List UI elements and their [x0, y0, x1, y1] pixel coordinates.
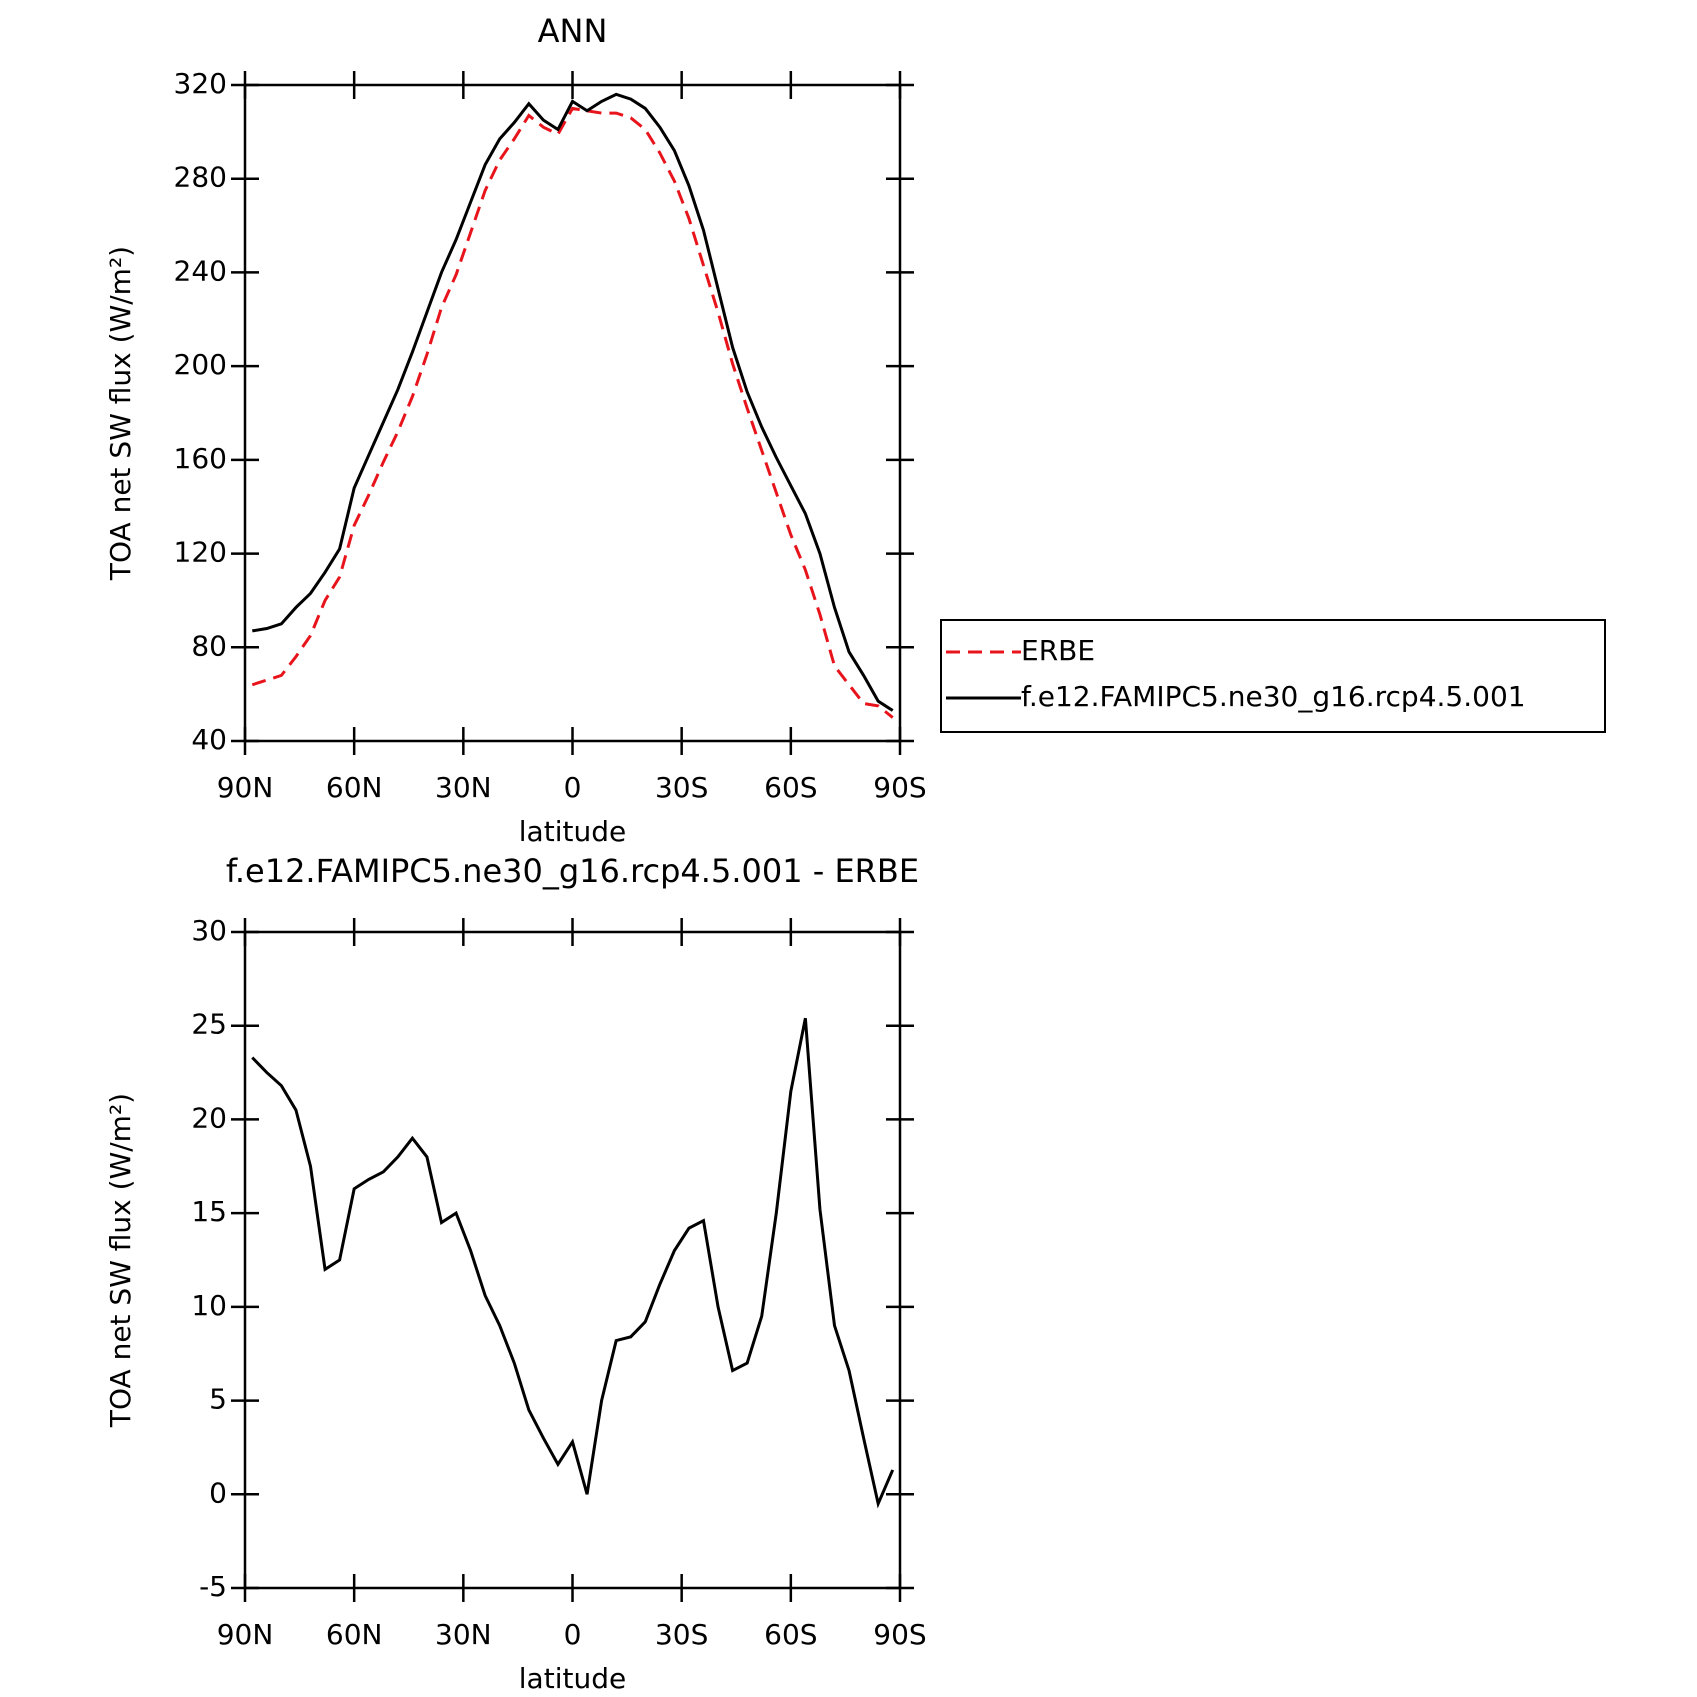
data-line [252, 92, 894, 712]
y-tick-label: 30 [191, 914, 227, 947]
y-tick-label: 280 [174, 161, 227, 194]
y-tick-label: 240 [174, 254, 227, 287]
y-tick-label: 15 [191, 1195, 227, 1228]
y-tick-label: 120 [174, 536, 227, 569]
chart-title: f.e12.FAMIPC5.ne30_g16.rcp4.5.001 - ERBE [226, 852, 919, 890]
y-tick-label: 200 [174, 348, 227, 381]
legend-box [940, 619, 1606, 733]
x-tick-label: 30S [655, 1618, 708, 1651]
x-tick-label: 90S [873, 771, 926, 804]
data-line [251, 1017, 895, 1509]
y-tick-label: 80 [191, 629, 227, 662]
x-tick-label: 90N [217, 771, 274, 804]
chart-title: ANN [538, 12, 608, 50]
legend-label: ERBE [1021, 634, 1095, 667]
y-tick-label: 10 [191, 1289, 227, 1322]
x-tick-label: 60N [326, 1618, 383, 1651]
legend-label: f.e12.FAMIPC5.ne30_g16.rcp4.5.001 [1021, 680, 1526, 713]
y-tick-label: 20 [191, 1101, 227, 1134]
x-tick-label: 0 [564, 771, 582, 804]
y-tick-label: 0 [209, 1476, 227, 1509]
y-tick-label: 40 [191, 723, 227, 756]
y-tick-label: 5 [209, 1383, 227, 1416]
x-tick-label: 90S [873, 1618, 926, 1651]
y-axis-label: TOA net SW flux (W/m²) [104, 246, 137, 581]
x-axis-label: latitude [519, 815, 626, 848]
y-tick-label: -5 [199, 1570, 227, 1603]
x-tick-label: 30S [655, 771, 708, 804]
x-tick-label: 90N [217, 1618, 274, 1651]
y-axis-label: TOA net SW flux (W/m²) [104, 1093, 137, 1428]
y-tick-label: 320 [174, 67, 227, 100]
y-tick-label: 160 [174, 442, 227, 475]
x-tick-label: 30N [435, 1618, 492, 1651]
x-tick-label: 30N [435, 771, 492, 804]
x-tick-label: 60S [764, 1618, 817, 1651]
y-tick-label: 25 [191, 1008, 227, 1041]
x-axis-label: latitude [519, 1662, 626, 1695]
x-tick-label: 60S [764, 771, 817, 804]
x-tick-label: 60N [326, 771, 383, 804]
x-tick-label: 0 [564, 1618, 582, 1651]
data-line [251, 106, 894, 719]
plot-frame [243, 83, 902, 743]
